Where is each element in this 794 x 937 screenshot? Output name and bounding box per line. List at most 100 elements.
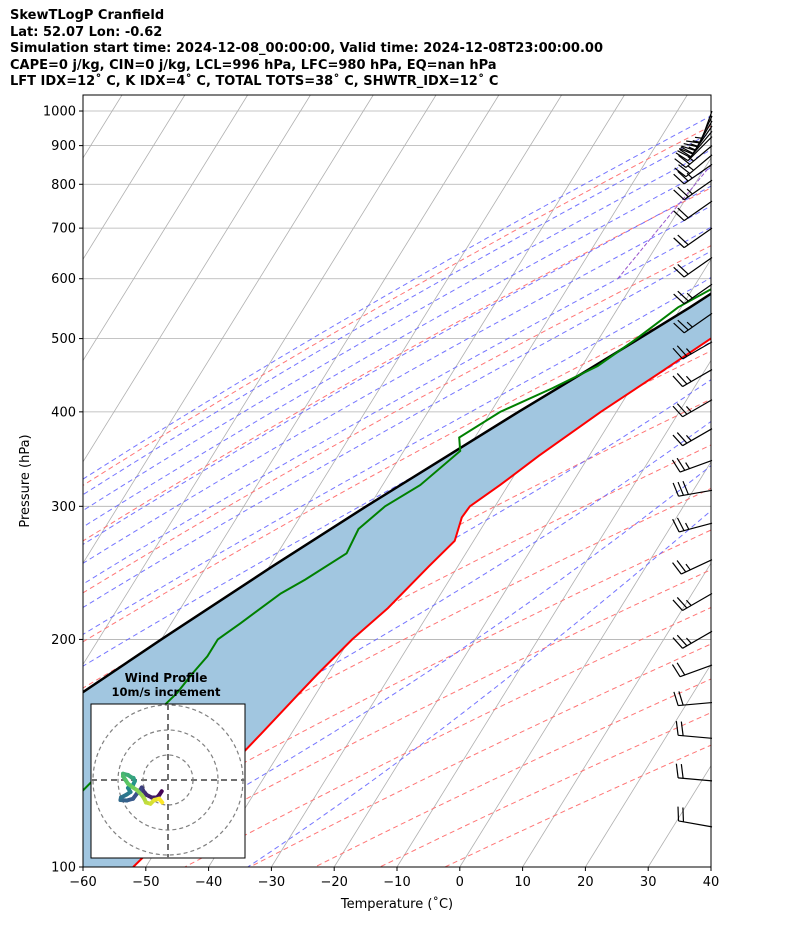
- wind-barb: [672, 630, 713, 649]
- wind-barb: [679, 125, 713, 155]
- isotherm-line: [83, 95, 186, 261]
- x-tick-label: 30: [640, 875, 657, 890]
- dry-adiabat: [83, 299, 711, 643]
- wind-barb-staff: [679, 522, 713, 533]
- wind-barb-staff: [683, 163, 713, 185]
- isotherm-line: [647, 764, 711, 867]
- x-tick-label: −50: [132, 875, 159, 890]
- wind-barb-feather: [672, 637, 684, 649]
- wind-barb-half-feather: [685, 637, 692, 644]
- wind-barb-feather: [686, 140, 701, 144]
- x-tick-label: −10: [383, 875, 410, 890]
- dry-adiabat: [314, 678, 711, 867]
- wind-barb-half-feather: [685, 462, 690, 469]
- isotherm-line: [333, 258, 711, 867]
- wind-barb-feather: [680, 764, 684, 779]
- wind-barbs: [671, 110, 713, 828]
- wind-barb-feather: [681, 145, 696, 152]
- wind-barb-feather: [680, 721, 684, 736]
- mixing-ratio-line: [617, 164, 711, 280]
- wind-barb-feather: [677, 207, 689, 219]
- wind-barb: [677, 130, 713, 158]
- y-tick-label: 100: [51, 861, 76, 876]
- wind-barb-feather: [673, 691, 679, 706]
- wind-barb: [677, 806, 713, 828]
- title-line-cape: CAPE=0 j/kg, CIN=0 j/kg, LCL=996 hPa, LF…: [10, 57, 497, 73]
- hodograph-subtitle: 10m/s increment: [112, 685, 221, 699]
- wind-barb: [673, 283, 713, 305]
- y-tick-label: 300: [51, 500, 76, 515]
- isotherm-line: [83, 95, 374, 564]
- isotherm-line: [83, 95, 437, 666]
- wind-barb-feather: [678, 691, 684, 706]
- wind-barb: [671, 662, 713, 678]
- wind-barb-half-feather: [685, 522, 690, 530]
- wind-barb-staff: [687, 136, 713, 162]
- mixing-ratio-line: [731, 95, 794, 279]
- wind-barb-feather: [673, 322, 685, 334]
- wind-barb-half-feather: [686, 321, 693, 328]
- dry-adiabat: [83, 245, 711, 594]
- wind-barb: [671, 457, 713, 473]
- dry-adiabat: [249, 643, 711, 867]
- wind-barb-feather: [672, 434, 684, 447]
- wind-barb: [672, 593, 713, 612]
- wind-barb-staff: [683, 179, 713, 201]
- wind-barb: [673, 312, 713, 334]
- moist-adiabat: [83, 226, 711, 585]
- wind-barb-half-feather: [692, 140, 700, 143]
- wind-barb: [675, 763, 713, 782]
- wind-barb: [672, 341, 713, 360]
- isotherm-line: [710, 866, 711, 867]
- wind-barb-staff: [682, 341, 713, 360]
- wind-barb-staff: [689, 130, 713, 158]
- wind-barb-half-feather: [685, 563, 691, 571]
- wind-barb: [672, 559, 713, 575]
- temperature-profile-line: [132, 337, 711, 867]
- wind-barb-staff: [682, 630, 713, 649]
- wind-barb-feather: [676, 662, 686, 676]
- wind-barb-feather: [673, 266, 685, 278]
- x-tick-label: 0: [456, 875, 464, 890]
- y-tick-label: 900: [51, 139, 76, 154]
- moist-adiabat: [83, 185, 711, 546]
- wind-barb-staff: [678, 701, 713, 707]
- wind-barb-feather: [672, 347, 684, 360]
- wind-barb-half-feather: [685, 406, 692, 413]
- title-line-indices: LFT IDX=12˚ C, K IDX=4˚ C, TOTAL TOTS=38…: [10, 74, 499, 89]
- y-axis-label: Pressure (hPa): [18, 434, 33, 527]
- wind-barb-feather: [677, 234, 689, 246]
- y-tick-label: 200: [51, 633, 76, 648]
- wind-barb-feather: [678, 164, 691, 174]
- wind-barb-feather: [677, 170, 689, 182]
- wind-barb-half-feather: [685, 375, 692, 382]
- wind-barb-feather: [677, 290, 689, 302]
- wind-barb: [675, 721, 713, 739]
- hodograph-segment: [157, 796, 165, 805]
- wind-barb: [674, 145, 713, 168]
- isotherm-line: [271, 157, 711, 867]
- wind-barb-feather: [672, 599, 684, 611]
- y-tick-label: 1000: [43, 105, 76, 120]
- wind-barb-half-feather: [686, 172, 693, 179]
- wind-barb-feather: [676, 373, 688, 385]
- wind-barb-feather: [676, 345, 688, 357]
- isotherm-line: [83, 95, 311, 463]
- x-tick-label: 40: [703, 875, 720, 890]
- wind-barb-half-feather: [686, 292, 693, 299]
- wind-barb-feather: [674, 167, 687, 178]
- isotherm-line: [83, 95, 248, 362]
- wind-barb: [674, 154, 713, 178]
- y-tick-label: 700: [51, 222, 76, 237]
- wind-barb-feather: [679, 147, 693, 155]
- wind-barb-feather: [672, 405, 684, 418]
- wind-barb: [673, 200, 713, 222]
- wind-barb: [673, 691, 713, 707]
- wind-barb-feather: [677, 186, 689, 198]
- wind-barb-feather: [671, 459, 681, 473]
- wind-barb-feather: [675, 763, 679, 778]
- wind-barb-feather: [678, 154, 691, 165]
- wind-barb-feather: [677, 806, 680, 821]
- wind-barb-feather: [676, 634, 688, 647]
